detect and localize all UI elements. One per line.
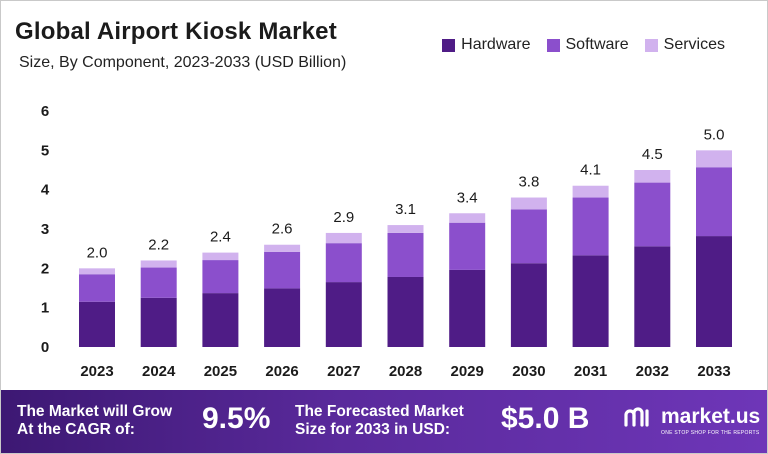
y-tick-label: 0 [41,339,49,356]
cagr-label-line2: At the CAGR of: [17,421,135,438]
bar-segment-software [572,197,609,256]
legend-label-hardware: Hardware [461,36,531,53]
bar-segment-hardware [202,293,239,347]
x-tick-label: 2023 [80,363,113,380]
legend-item-hardware: Hardware [442,36,531,54]
legend: Hardware Software Services [442,36,725,54]
y-tick-label: 2 [41,260,49,277]
bar-segment-hardware [264,288,301,347]
bar-total-label: 4.5 [642,146,663,163]
bar-segment-software [696,167,732,237]
bar-chart: 0 1 2 3 4 5 6 2.0 2023 2.2 2024 2.4 2025 2.6 2026 2.9 20… [41,103,732,380]
bar-segment-services [202,252,239,261]
bar-total-label: 2.9 [333,209,354,226]
cagr-label-line1: The Market will Grow [17,403,173,420]
bar-segment-services [510,197,547,210]
y-tick-label: 5 [41,142,49,159]
market-us-logo-icon [624,407,649,427]
bar-segment-hardware [634,246,671,347]
y-tick-label: 3 [41,221,49,238]
y-tick-label: 4 [41,182,50,199]
bar-segment-hardware [449,269,486,347]
brand-name: market.us [661,405,761,428]
bar-segment-services [140,260,177,268]
x-tick-label: 2027 [327,363,360,380]
chart-title: Global Airport Kiosk Market [15,18,337,45]
x-tick-label: 2029 [451,363,484,380]
legend-swatch-hardware [442,38,456,52]
bar-total-label: 5.0 [704,126,725,143]
legend-swatch-services [644,38,658,52]
bar-total-label: 2.2 [148,236,169,253]
bar-segment-software [202,260,239,294]
legend-swatch-software [546,38,560,52]
bar-segment-hardware [325,282,362,347]
bar-segment-hardware [696,236,732,347]
x-tick-label: 2031 [574,363,607,380]
bar-segment-services [387,225,424,233]
bar-total-label: 3.1 [395,201,416,218]
x-tick-label: 2024 [142,363,176,380]
bar-segment-services [696,150,732,168]
forecast-label: The Forecasted Market Size for 2033 in U… [295,403,464,439]
bar-segment-software [140,267,177,298]
x-tick-label: 2025 [204,363,237,380]
bar-segment-software [264,251,301,289]
forecast-label-line1: The Forecasted Market [295,403,464,420]
bar-segment-services [634,170,671,183]
bar-segment-hardware [572,255,609,347]
bar-segment-software [510,209,547,264]
cagr-value: 9.5% [202,402,271,435]
chart-subtitle: Size, By Component, 2023-2033 (USD Billi… [19,54,347,71]
bar-segment-software [449,222,486,270]
bar-segment-software [634,182,671,247]
brand-logo: market.us [623,405,760,429]
y-tick-label: 6 [41,103,49,120]
forecast-label-line2: Size for 2033 in USD: [295,421,451,438]
bar-segment-software [325,243,362,283]
x-tick-label: 2030 [512,363,545,380]
bar-segment-software [79,274,115,302]
bar-total-label: 3.4 [457,189,478,206]
x-tick-label: 2032 [636,363,669,380]
bar-segment-services [325,232,362,244]
x-tick-label: 2028 [389,363,422,380]
bar-segment-hardware [387,276,424,347]
bar-segment-hardware [79,301,115,347]
bar-total-label: 4.1 [580,162,601,179]
x-tick-label: 2033 [697,363,730,380]
legend-label-services: Services [663,36,725,53]
cagr-label: The Market will Grow At the CAGR of: [17,403,172,439]
bar-segment-services [79,268,115,275]
forecast-value: $5.0 B [501,402,590,435]
bar-total-label: 2.0 [87,244,108,261]
footer-banner: The Market will Grow At the CAGR of: 9.5… [1,390,767,453]
bar-total-label: 2.6 [272,221,293,238]
bar-total-label: 2.4 [210,229,231,246]
bar-segment-services [572,185,609,198]
legend-item-services: Services [644,36,725,54]
brand-tagline: ONE STOP SHOP FOR THE REPORTS [661,430,760,436]
bar-segment-hardware [140,297,177,347]
bar-total-label: 3.8 [518,174,539,191]
bar-segment-services [264,244,301,252]
x-tick-label: 2026 [265,363,298,380]
legend-label-software: Software [565,36,629,53]
legend-item-software: Software [546,36,629,54]
bar-segment-services [449,213,486,223]
bar-segment-hardware [510,263,547,347]
y-tick-label: 1 [41,300,49,317]
bar-segment-software [387,232,424,277]
